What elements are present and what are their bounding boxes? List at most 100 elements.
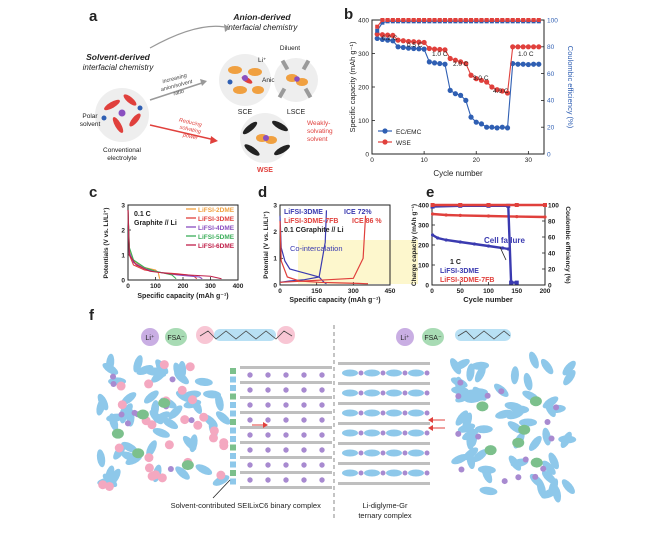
intercalated-li [301,402,307,408]
cointercalated-solvent [342,469,358,477]
li-ion [501,478,508,485]
fsa-anion [476,401,489,412]
data-point [379,36,386,43]
solvent-molecule [495,409,513,419]
lsce-label: LSCE [287,109,306,116]
increasing-arrow [149,81,206,101]
anion-label: Anion [262,77,279,84]
graphene-layer [240,411,332,414]
data-point [390,38,396,44]
sce-molecules [227,66,264,94]
intercalated-li [283,387,289,393]
sei-block [230,419,236,425]
polar-solvent-label-2: solvent [80,121,101,128]
y2-tick-label: 0 [548,282,552,289]
fsa-anion [136,409,149,420]
fsa-anion [518,424,531,435]
solvent-subtitle: interfacial chemistry [83,63,155,72]
legend-ecemc: EC/EMC [396,129,422,136]
intercalated-li [283,402,289,408]
left-graphite-stack [240,366,332,489]
intercalated-li [380,470,386,476]
data-point [375,28,380,33]
data-point [396,18,401,22]
cointercalated-solvent [386,469,402,477]
polar-solvent-label: Polar [82,113,98,120]
cointercalated-solvent [364,409,380,417]
solvent-molecule [136,365,154,376]
panel-c-xlabel: Specific capacity (mAh g⁻¹) [137,293,228,300]
series-line-3 [127,209,177,280]
graphene-layer [240,456,332,459]
data-point [489,124,495,130]
data-point [442,18,447,22]
solvent-molecule [562,360,576,376]
data-point [374,35,380,42]
data-point [374,31,380,37]
li-ion [532,473,539,480]
data-point [499,88,505,94]
cointercalated-solvent [386,449,402,457]
li-ion [475,433,482,440]
li-ion [188,417,195,424]
rate-label-4: 2.0 C [453,61,469,68]
binary-complex-label: LixC6 binary complex [249,501,321,510]
intercalated-li [283,372,289,378]
graphene-layer [240,471,332,474]
data-point [411,18,416,22]
data-point [444,238,448,242]
y-tick-label: 300 [358,51,369,58]
data-point [473,76,479,82]
solvent-molecule [563,369,576,386]
solvent-molecule [455,410,469,426]
li-ion [131,409,138,416]
data-point [536,61,542,67]
li-ion [544,419,551,426]
panel-label-c: c [89,184,98,201]
cointercalated-solvent [342,369,358,377]
panel-d-leg1: LiFSI-3DME [284,209,323,216]
panel-c-chart: 0 100 200 300 400 0 1 2 3 Specific capacity (mAh… [103,202,244,300]
rate-label-7: 1.0 C [518,51,534,58]
intercalated-li [301,447,307,453]
data-point [525,44,531,50]
reducing-label-2: solvating [179,125,202,136]
weakly-label-2: solvating [307,128,333,135]
sei-block [230,368,236,374]
graphene-layer [240,366,332,369]
y2-tick-label: 60 [547,71,555,78]
intercalated-li [283,432,289,438]
curved-arrow [149,25,231,49]
data-point [426,59,432,65]
data-point [380,18,385,22]
intercalated-li [247,447,253,453]
fsa-anion [484,445,497,456]
intercalated-li [301,462,307,468]
li-ion [167,466,174,473]
cointercalated-solvent [342,429,358,437]
cointercalated-solvent [386,409,402,417]
panel-b-xlabel: Cycle number [433,169,483,178]
solvent-molecule [109,413,119,431]
data-point [437,46,443,53]
solvent-molecule [162,417,179,430]
intercalated-li [301,417,307,423]
intercalated-li [319,432,325,438]
solvent-molecule [121,441,138,453]
panel-a-schematic: Anion-derived interfacial chemistry Solv… [80,12,333,174]
solvent-molecule [540,358,554,375]
data-point [531,18,536,22]
cointercalated-solvent [408,429,424,437]
solvent-molecule [479,486,498,496]
data-point [442,47,448,53]
sei-pointer [212,479,231,499]
x-tick-label: 300 [205,283,216,290]
anion-title: Anion-derived [232,12,291,22]
data-point [530,44,537,50]
fsa-anion [530,457,543,468]
panel-f-schematic: Li⁺ FSA⁻ Li⁺ FSA⁻ [96,325,577,520]
solvent-molecule [102,362,119,375]
data-point [452,57,458,63]
fluoro-end [193,420,203,430]
